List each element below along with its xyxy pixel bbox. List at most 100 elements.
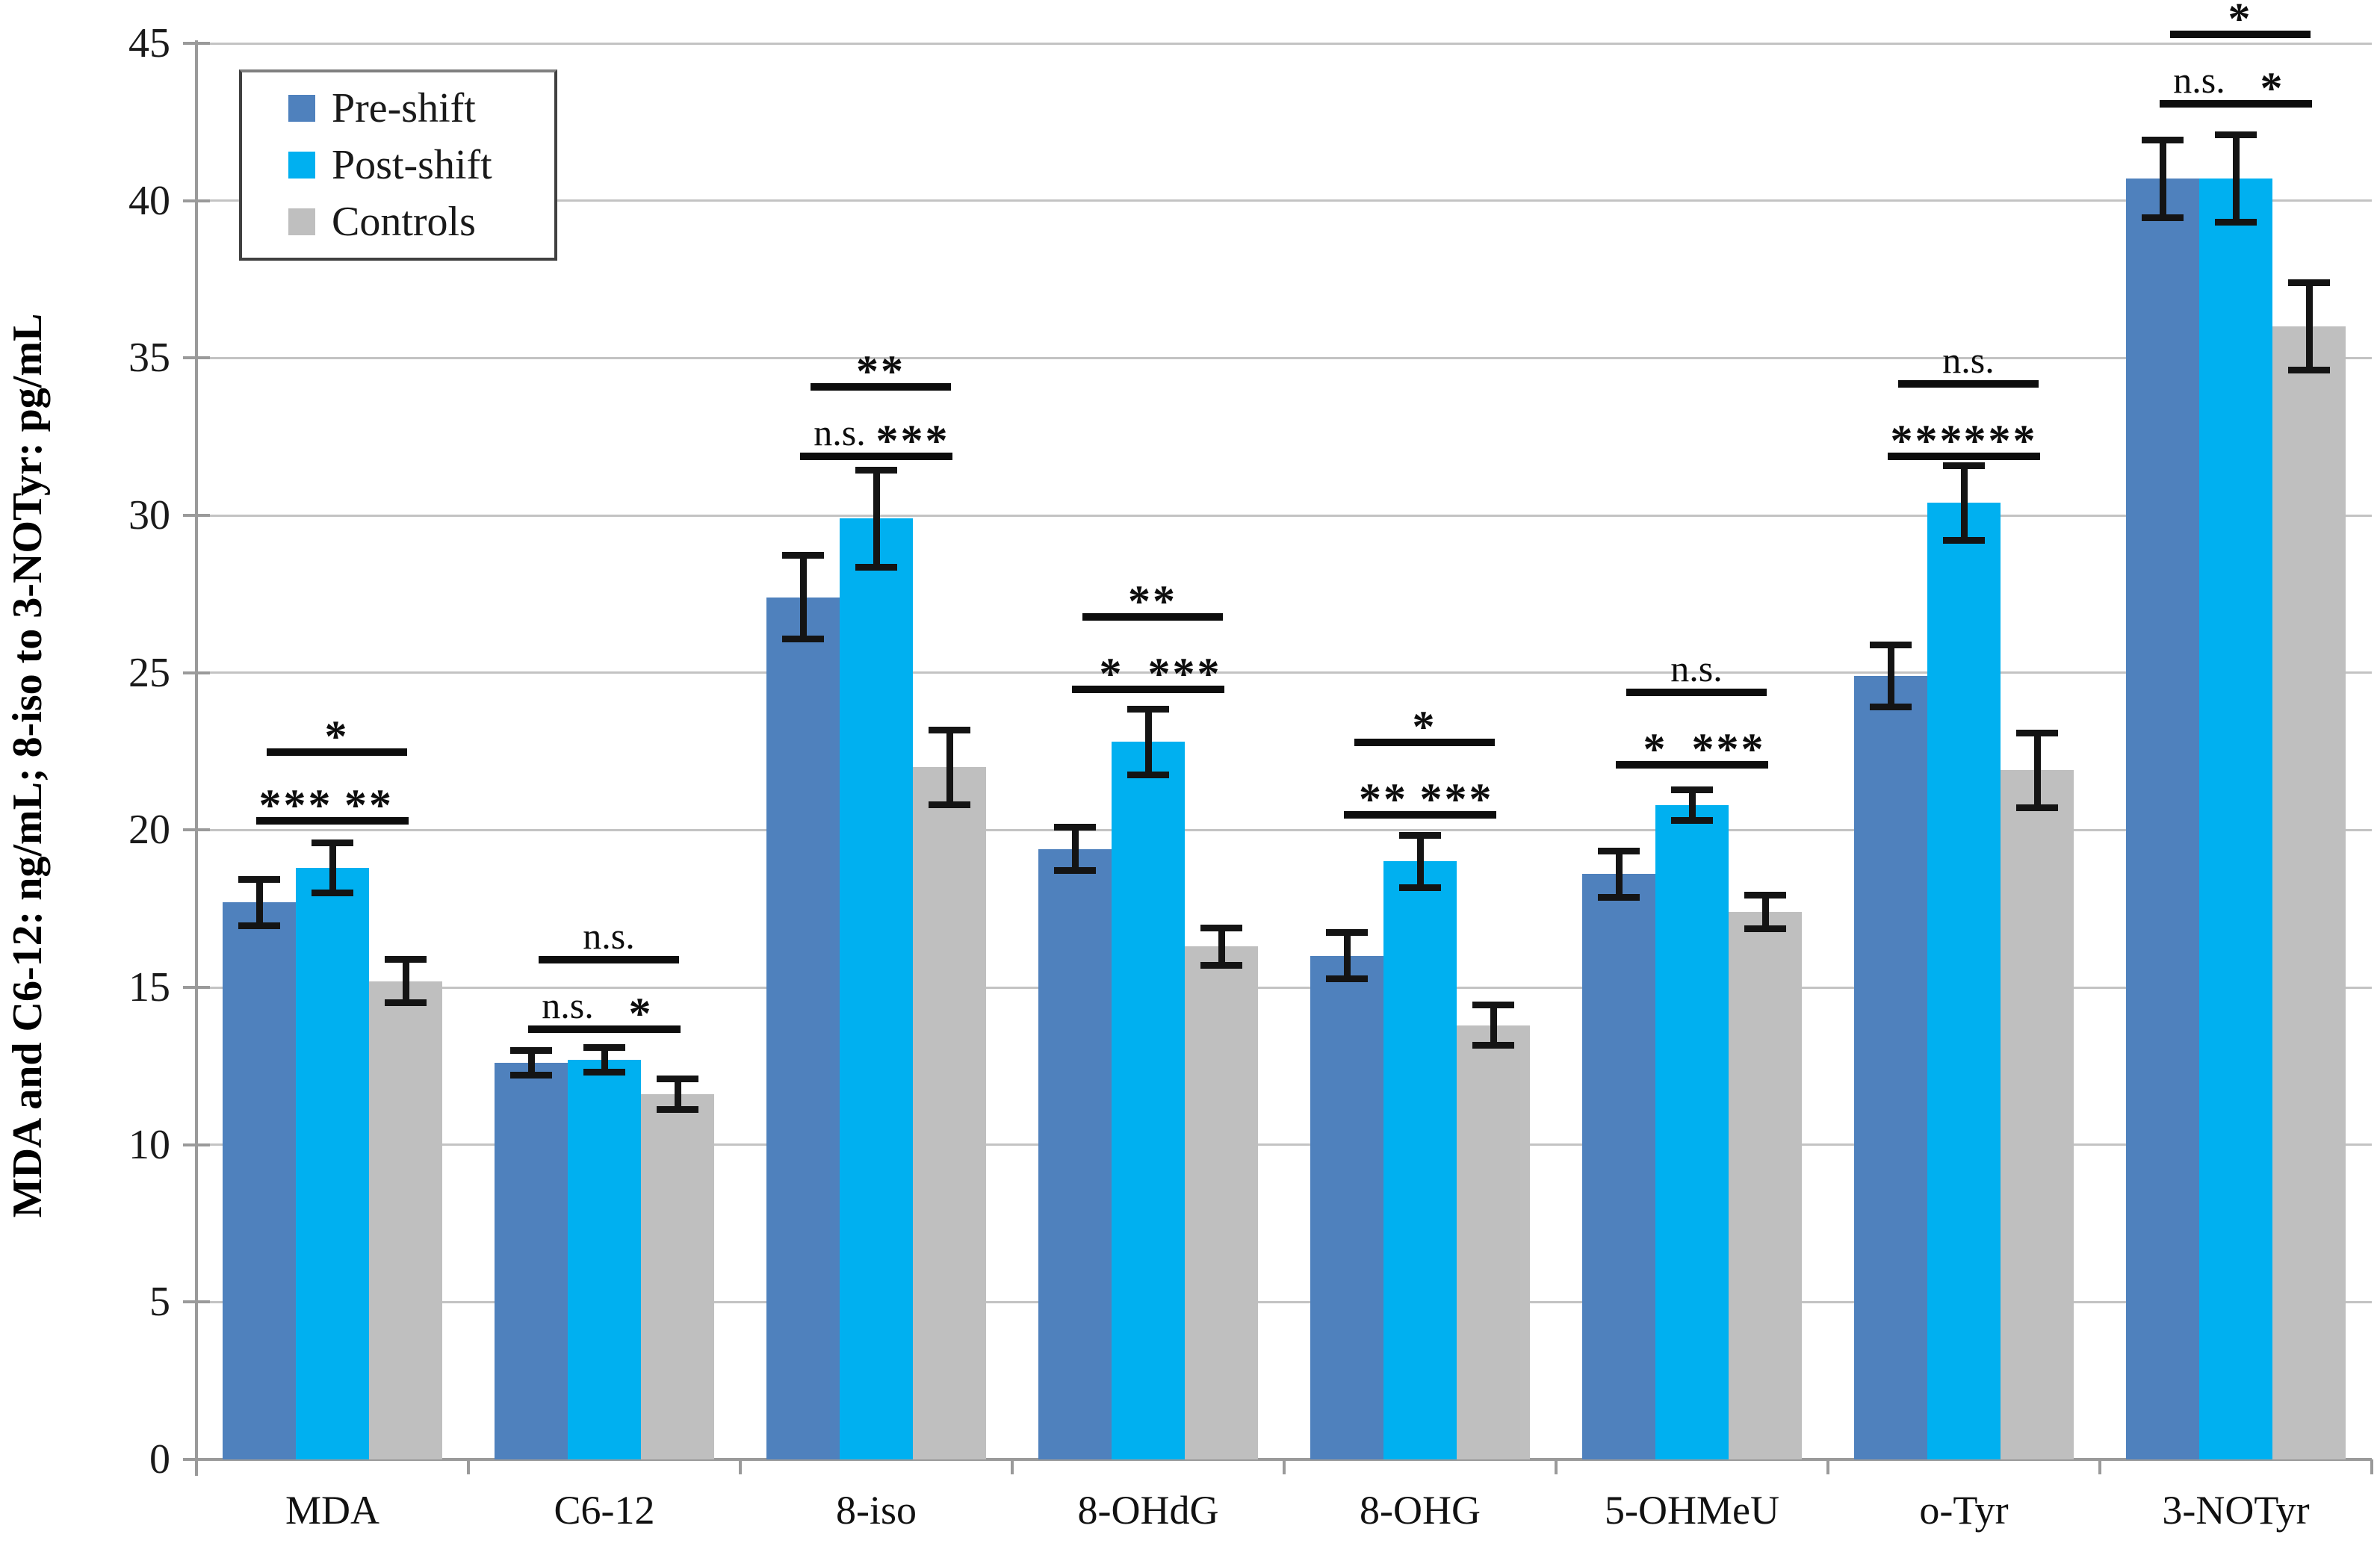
error-bar-cap	[1870, 641, 1912, 648]
error-bar-cap	[1472, 1041, 1514, 1049]
error-bar-line	[1688, 789, 1696, 821]
bar-post-shift-3-notyr	[2199, 179, 2272, 1459]
error-bar-cap	[1326, 975, 1368, 983]
error-bar-cap	[238, 875, 280, 883]
significance-label: ***	[1890, 415, 1965, 465]
error-bar-cap	[312, 839, 353, 847]
error-bar-cap	[1200, 924, 1242, 931]
error-bar-cap	[855, 466, 897, 474]
error-bar-cap	[1671, 786, 1713, 793]
error-bar-cap	[2142, 214, 2184, 221]
significance-label: n.s.	[1942, 338, 1995, 381]
error-bar-line	[1615, 850, 1623, 898]
gridline-40	[196, 199, 2372, 202]
significance-label: *	[1643, 724, 1668, 774]
significance-label: *	[2228, 0, 2253, 44]
significance-label: *	[324, 711, 350, 761]
significance-bracket-line	[1417, 811, 1496, 819]
bar-pre-shift-8-ohdg	[1038, 848, 1112, 1459]
error-bar-cap	[312, 889, 353, 896]
error-bar-cap	[1943, 462, 1985, 469]
significance-label: n.s.	[1670, 647, 1723, 689]
error-bar-line	[1960, 465, 1968, 541]
error-bar-line	[799, 554, 807, 640]
error-bar-line	[1761, 894, 1769, 930]
error-bar-cap	[2215, 219, 2257, 226]
significance-bracket-line	[1626, 688, 1767, 696]
gridline-20	[196, 828, 2372, 831]
bar-controls-c6-12	[641, 1094, 714, 1459]
error-bar-cap	[1943, 536, 1985, 544]
significance-label: *	[1412, 702, 1437, 752]
bar-post-shift-o-tyr	[1927, 503, 2001, 1459]
x-axis-tick	[1283, 1459, 1286, 1474]
x-category-label: 8-OHG	[1360, 1488, 1481, 1533]
significance-bracket-line	[1145, 685, 1224, 693]
error-bar-cap	[782, 551, 824, 559]
error-bar-line	[1218, 927, 1225, 966]
y-tick-label: 35	[128, 335, 170, 382]
gridline-30	[196, 514, 2372, 517]
error-bar-line	[601, 1047, 608, 1073]
x-axis-tick	[1826, 1459, 1829, 1474]
bar-pre-shift-3-notyr	[2126, 179, 2199, 1459]
significance-label: **	[856, 347, 905, 397]
error-bar-line	[2159, 139, 2166, 218]
y-tick-label: 20	[128, 807, 170, 854]
significance-label: **	[1359, 775, 1408, 825]
bar-post-shift-8-ohdg	[1112, 742, 1185, 1459]
significance-bracket-line	[1616, 760, 1695, 769]
significance-label: ***	[876, 415, 950, 465]
error-bar-cap	[1326, 929, 1368, 937]
error-bar-cap	[2288, 279, 2330, 287]
significance-bracket-line	[2160, 99, 2239, 108]
bar-pre-shift-8-iso	[766, 597, 840, 1459]
error-bar-line	[1416, 834, 1424, 889]
legend-item: Pre-shift	[288, 87, 554, 129]
x-axis-tick	[467, 1459, 470, 1474]
significance-bracket-line	[1082, 612, 1223, 621]
significance-bracket-line	[256, 817, 335, 825]
significance-bracket-line	[1898, 379, 2039, 388]
error-bar-cap	[855, 563, 897, 571]
significance-label: n.s.	[583, 914, 635, 957]
significance-bracket-line	[539, 955, 679, 963]
x-axis-tick	[2370, 1459, 2373, 1474]
significance-bracket-line	[329, 817, 409, 825]
error-bar-cap	[510, 1047, 552, 1055]
legend-label: Post-shift	[332, 142, 492, 188]
x-category-label: 3-NOTyr	[2162, 1488, 2310, 1533]
significance-bracket-line	[1888, 452, 1967, 460]
y-tick-label: 30	[128, 492, 170, 539]
error-bar-cap	[1598, 893, 1640, 901]
significance-bracket-line	[800, 452, 879, 460]
error-bar-cap	[1127, 771, 1169, 778]
significance-bracket-line	[1961, 452, 2040, 460]
gridline-35	[196, 356, 2372, 359]
error-bar-cap	[1744, 891, 1786, 899]
error-bar-line	[946, 729, 953, 805]
error-bar-line	[1887, 644, 1894, 707]
error-bar-line	[1490, 1005, 1497, 1046]
error-bar-cap	[1671, 816, 1713, 824]
error-bar-line	[255, 878, 263, 926]
error-bar-line	[1071, 827, 1079, 872]
error-bar-cap	[385, 999, 427, 1007]
significance-bracket-line	[811, 383, 951, 391]
x-category-label: 5-OHMeU	[1605, 1488, 1779, 1533]
significance-bracket-line	[1344, 811, 1423, 819]
error-bar-cap	[1127, 706, 1169, 713]
error-bar-cap	[657, 1106, 698, 1114]
bar-pre-shift-8-ohg	[1310, 955, 1383, 1459]
significance-label: *	[628, 988, 654, 1038]
x-category-label: MDA	[285, 1488, 379, 1533]
y-tick-label: 15	[128, 964, 170, 1011]
significance-bracket-line	[1072, 685, 1151, 693]
error-bar-cap	[1399, 831, 1441, 839]
gridline-15	[196, 986, 2372, 989]
significance-label: ***	[1419, 775, 1494, 825]
error-bar-cap	[385, 956, 427, 963]
significance-label: n.s.	[2173, 58, 2225, 101]
significance-label: ***	[1147, 648, 1222, 698]
